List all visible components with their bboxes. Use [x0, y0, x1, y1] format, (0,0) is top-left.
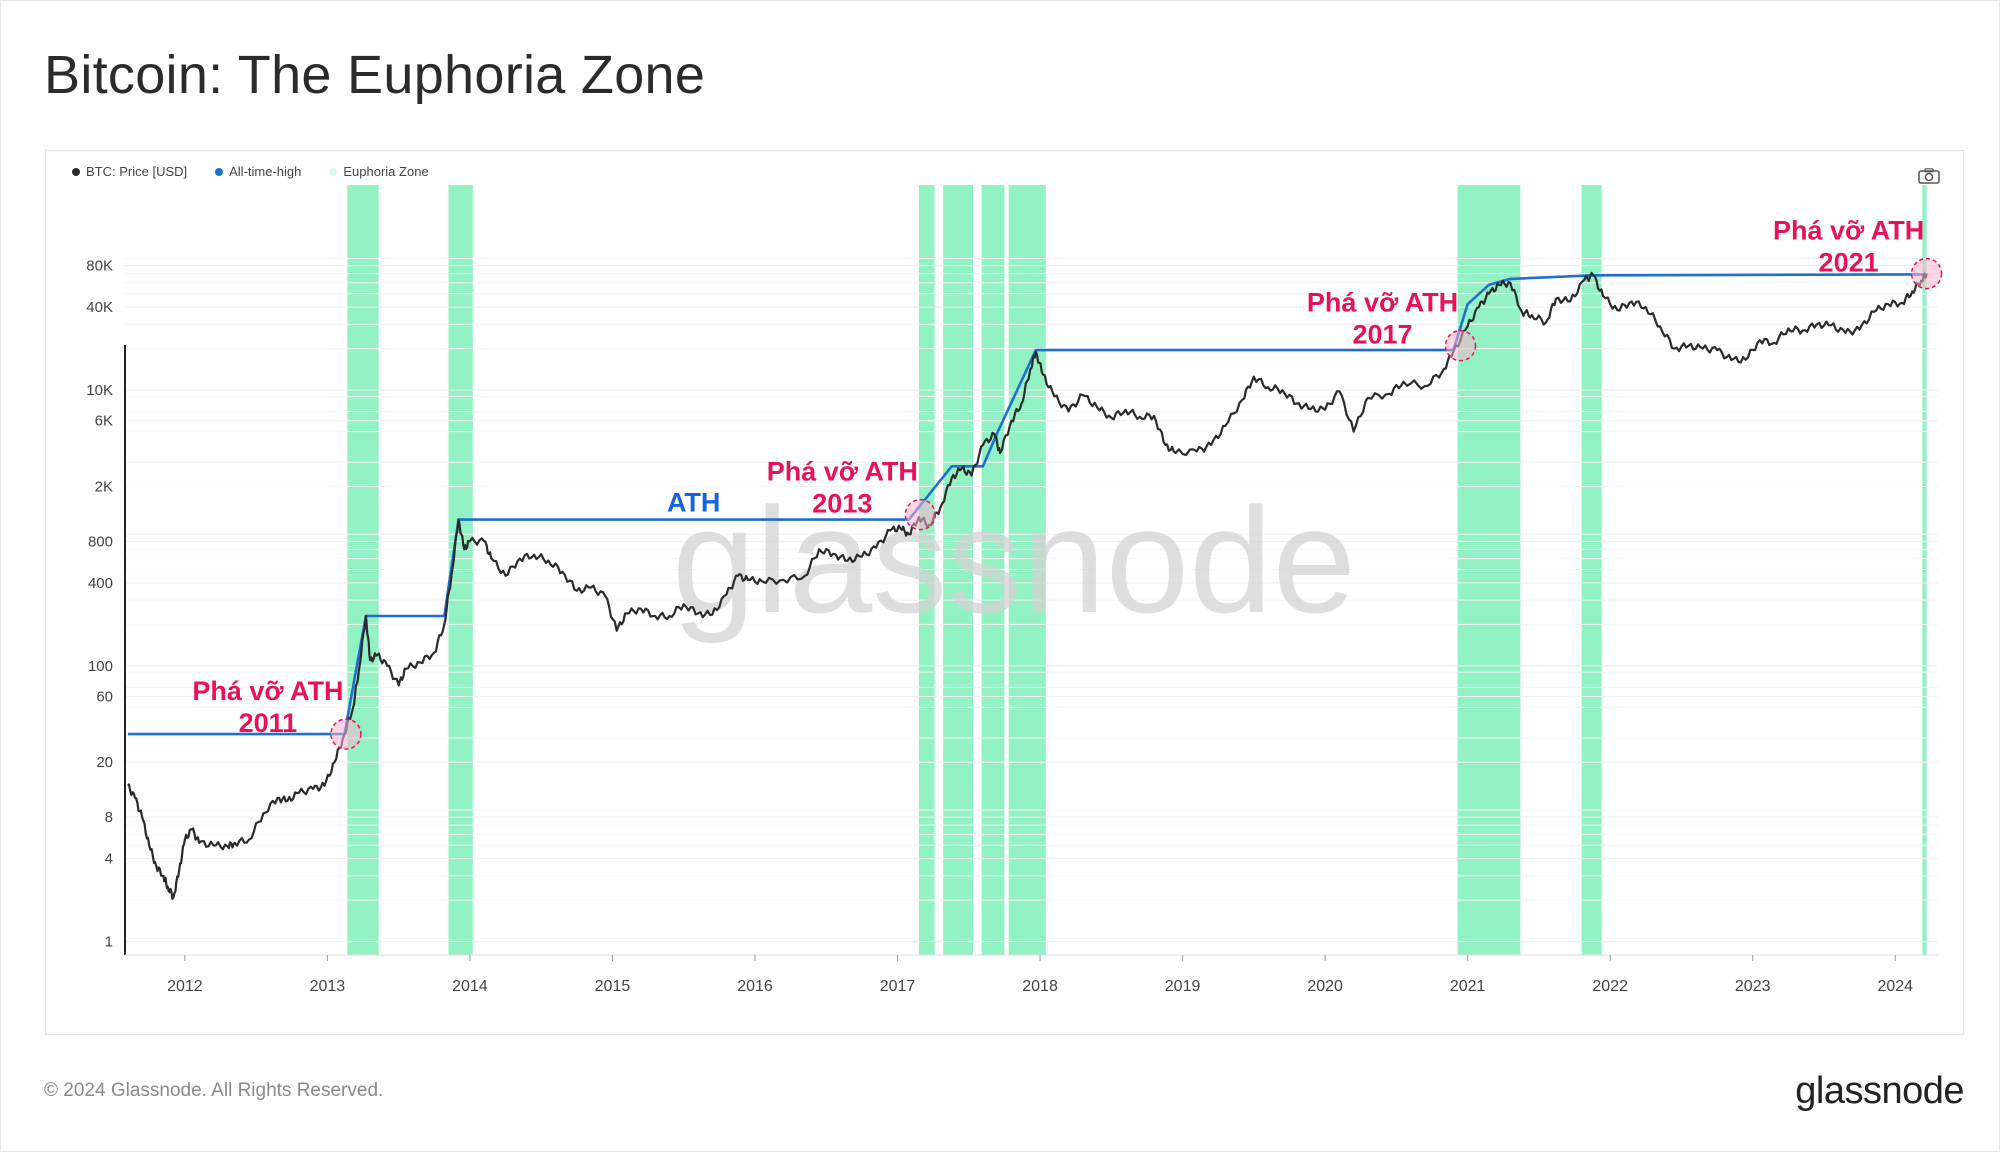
glassnode-logo[interactable]: glassnode: [1795, 1070, 1964, 1112]
legend-label-euphoria: Euphoria Zone: [343, 164, 429, 179]
ath-line: [127, 273, 1927, 736]
euphoria-zone-0: [347, 185, 379, 955]
y-tick-label-0: 1: [105, 934, 113, 951]
annotation-title-2: Phá vỡ ATH: [1307, 288, 1458, 318]
y-tick-label-2: 8: [105, 809, 113, 826]
price-series: [127, 271, 1928, 900]
x-tick-label-3: 2015: [595, 978, 631, 995]
annotation-year-0: 2011: [239, 708, 298, 738]
legend-item-price[interactable]: BTC: Price [USD]: [72, 164, 187, 179]
y-tick-label-10: 10K: [86, 382, 113, 399]
euphoria-zone-3: [943, 185, 974, 955]
y-tick-label-1: 4: [105, 851, 113, 868]
x-tick-label-12: 2024: [1877, 978, 1913, 995]
annotation-title-0: Phá vỡ ATH: [192, 676, 343, 706]
x-tick-label-8: 2020: [1307, 978, 1343, 995]
ath-series: [127, 273, 1927, 736]
y-tick-label-11: 40K: [86, 299, 113, 316]
legend-dot-ath: [215, 167, 224, 176]
watermark: glassnode: [672, 476, 1356, 644]
annotation-marker-0: [330, 718, 362, 750]
annotation-marker-2: [1444, 329, 1477, 362]
y-tick-label-8: 2K: [95, 478, 113, 495]
annotation-title-1: Phá vỡ ATH: [767, 457, 918, 487]
y-tick-label-7: 800: [88, 533, 113, 550]
x-tick-label-4: 2016: [737, 978, 773, 995]
x-tick-label-5: 2017: [880, 978, 916, 995]
legend-label-price: BTC: Price [USD]: [86, 164, 188, 179]
x-tick-label-7: 2019: [1165, 978, 1201, 995]
euphoria-zone-5: [1008, 185, 1046, 955]
camera-icon[interactable]: [1918, 168, 1940, 184]
annotation-marker-3: [1910, 257, 1943, 290]
legend-item-euphoria[interactable]: Euphoria Zone: [329, 164, 429, 179]
annotation-marker-1: [904, 498, 937, 531]
grid-lines: [125, 258, 1938, 943]
y-tick-label-6: 400: [88, 575, 113, 592]
legend-item-ath[interactable]: All-time-high: [215, 164, 301, 179]
annotation-year-1: 2013: [812, 489, 872, 519]
legend-dot-price: [72, 167, 80, 176]
legend-label-ath: All-time-high: [229, 164, 302, 179]
y-tick-label-3: 20: [96, 754, 113, 771]
legend-dot-euphoria: [329, 167, 338, 176]
axes: 1 4 8 20 60 100 400 800 2K 6K 10K 40K 80K 2012 2013 201…: [86, 258, 1938, 995]
annotation-title-3: Phá vỡ ATH: [1773, 216, 1924, 246]
x-tick-label-9: 2021: [1450, 978, 1486, 995]
annotation-year-2: 2017: [1352, 320, 1412, 350]
y-tick-label-4: 60: [96, 688, 113, 705]
x-tick-label-0: 2012: [167, 978, 203, 995]
euphoria-zone-6: [1457, 185, 1521, 955]
y-tick-label-9: 6K: [95, 413, 113, 430]
annotation-year-3: 2021: [1819, 248, 1879, 278]
y-tick-label-12: 80K: [86, 258, 113, 275]
euphoria-zone-8: [1922, 185, 1927, 955]
x-tick-label-11: 2023: [1735, 978, 1771, 995]
x-tick-label-1: 2013: [310, 978, 346, 995]
footer-copyright: © 2024 Glassnode. All Rights Reserved.: [44, 1080, 384, 1101]
x-tick-label-10: 2022: [1592, 978, 1628, 995]
x-tick-label-6: 2018: [1022, 978, 1058, 995]
x-tick-label-2: 2014: [452, 978, 488, 995]
y-tick-label-5: 100: [88, 658, 113, 675]
euphoria-zone-7: [1581, 185, 1602, 955]
price-line: [127, 271, 1928, 900]
legend: BTC: Price [USD] All-time-high Euphoria …: [72, 164, 429, 179]
page-title: Bitcoin: The Euphoria Zone: [44, 45, 706, 105]
ath-label: ATH: [667, 488, 721, 518]
